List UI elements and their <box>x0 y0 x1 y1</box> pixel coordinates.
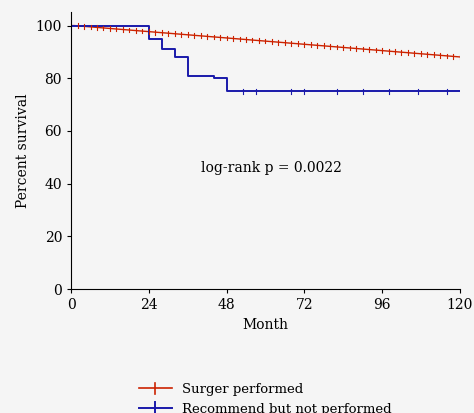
Legend: Surger performed, Recommend but not performed: Surger performed, Recommend but not perf… <box>134 378 397 413</box>
Y-axis label: Percent survival: Percent survival <box>16 93 30 208</box>
Text: log-rank p = 0.0022: log-rank p = 0.0022 <box>201 161 342 175</box>
X-axis label: Month: Month <box>242 318 289 332</box>
